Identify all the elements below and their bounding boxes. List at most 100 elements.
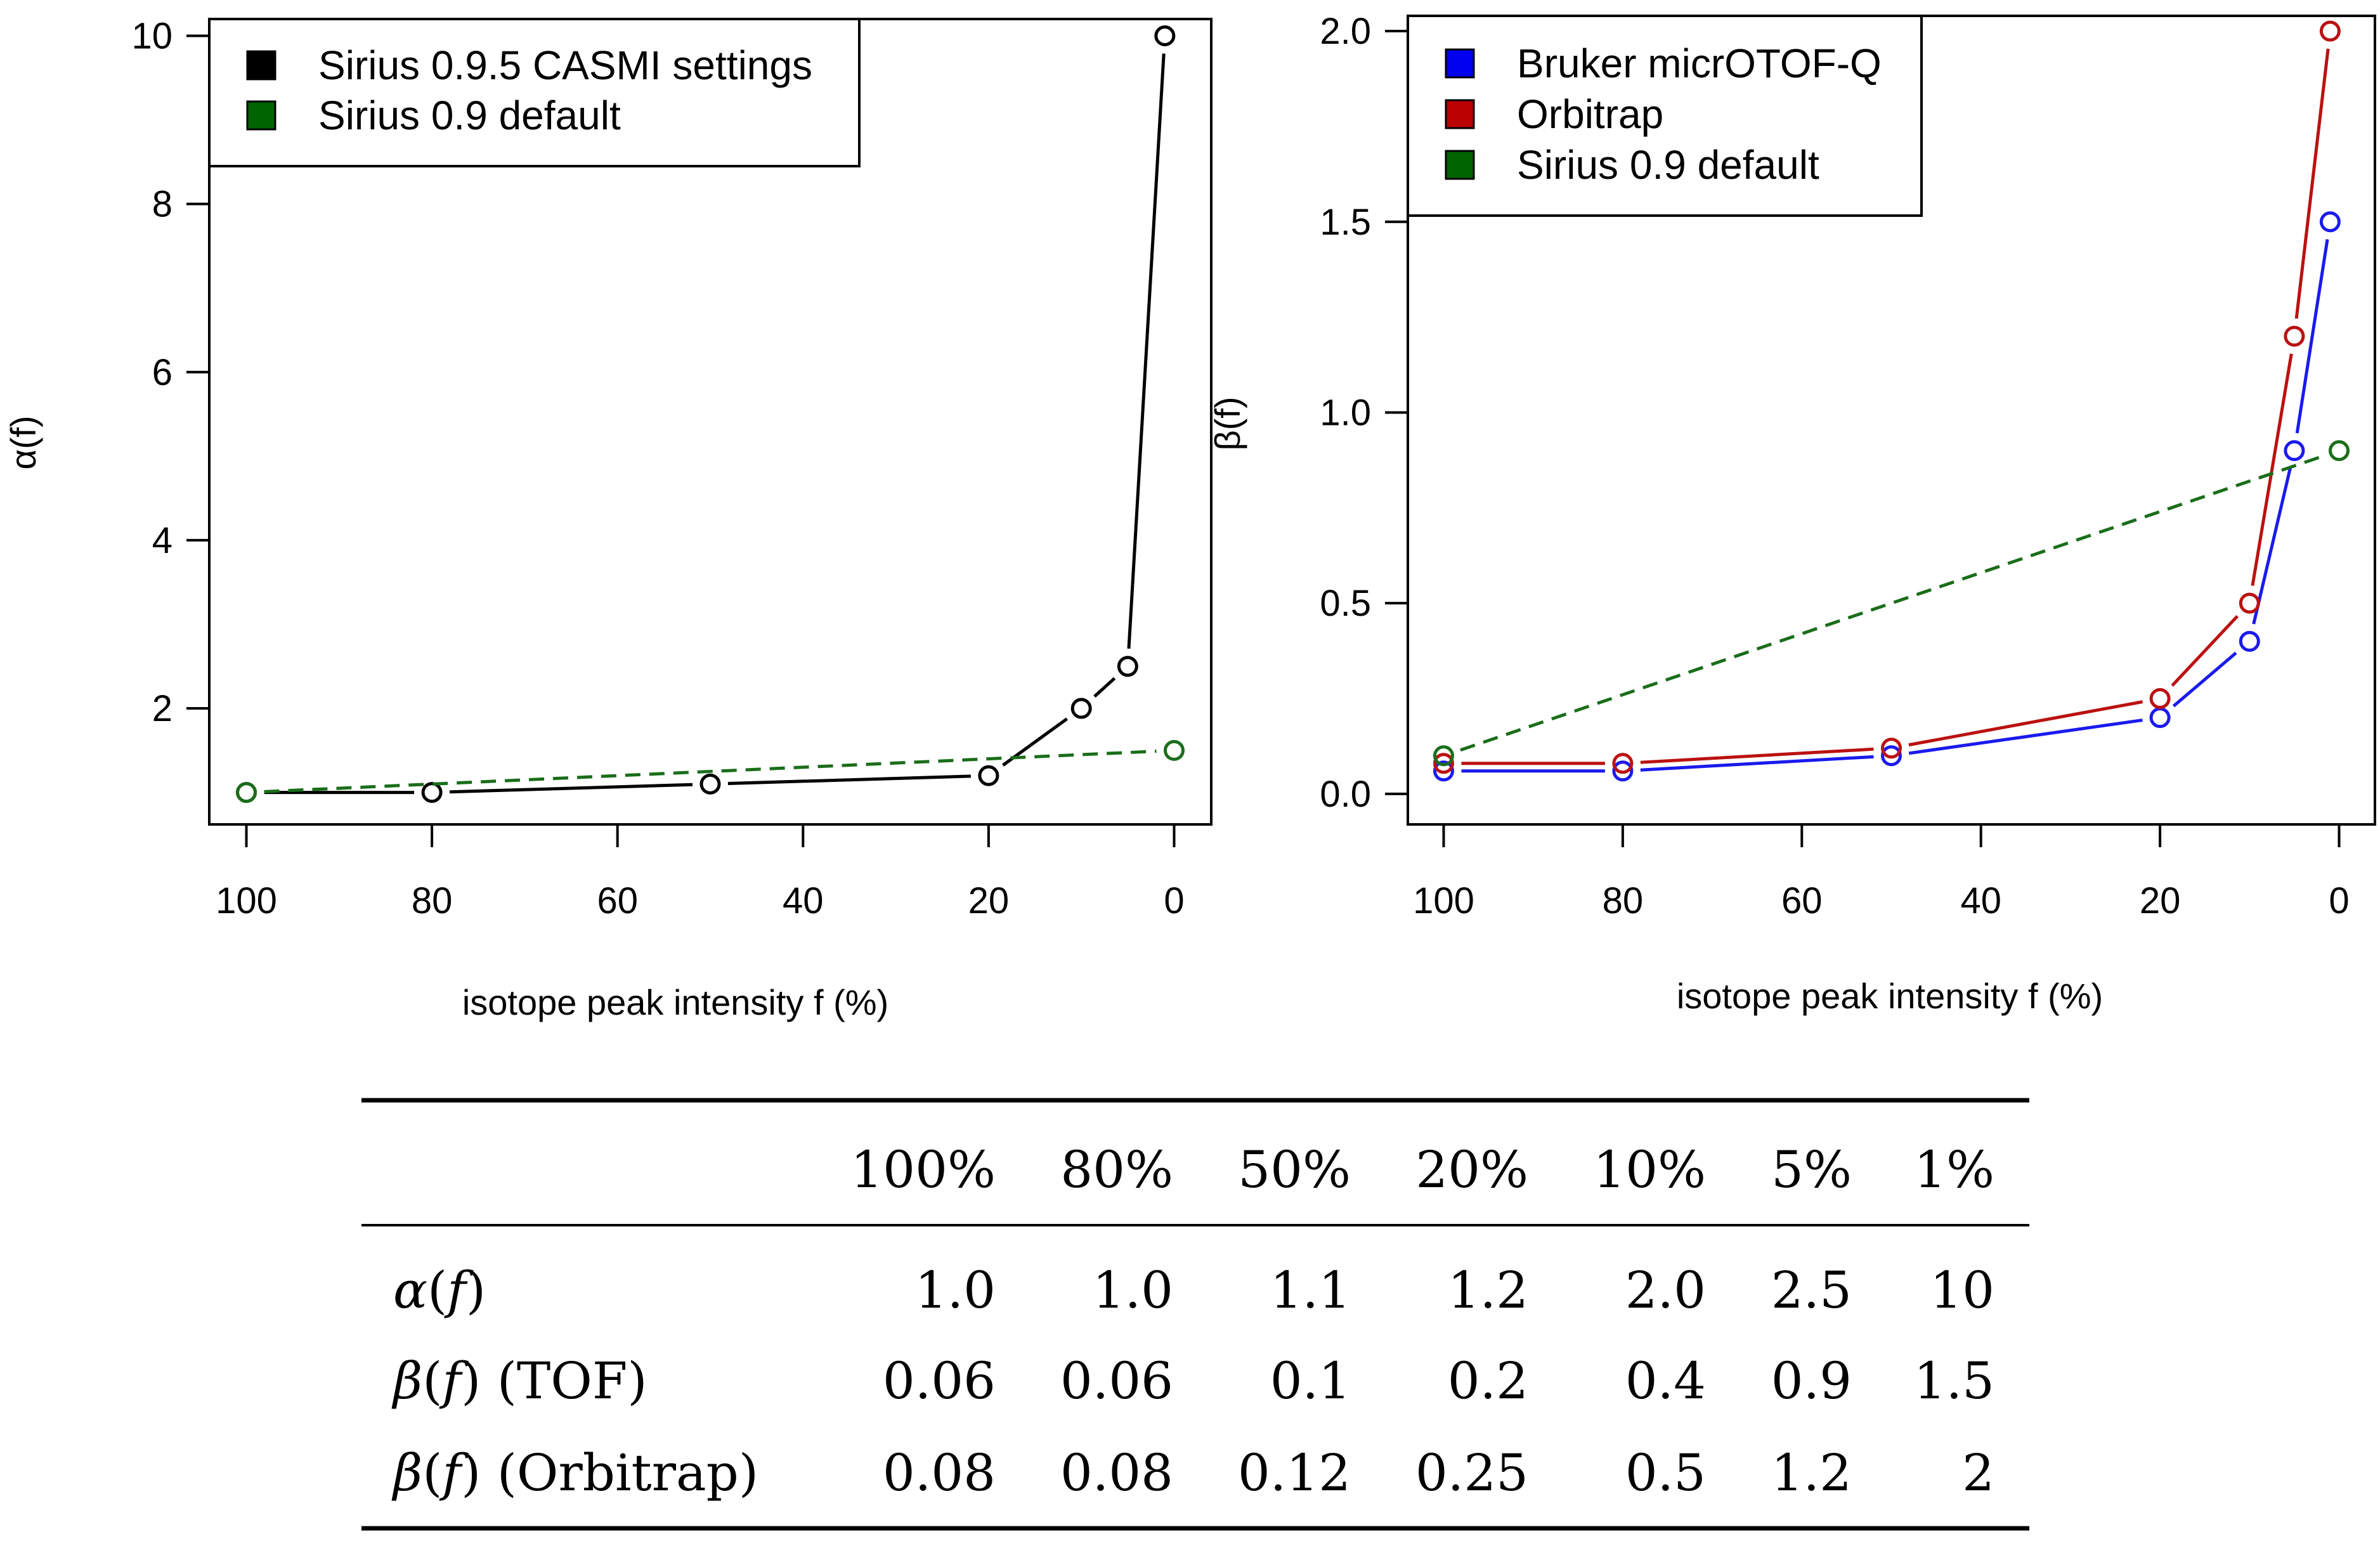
x-tick-label: 80 xyxy=(1603,880,1644,921)
table-header-cell: 10% xyxy=(1593,1140,1706,1199)
table-cell: 0.4 xyxy=(1625,1351,1706,1410)
x-axis-title: isotope peak intensity f (%) xyxy=(1677,976,2103,1016)
series-orbitrap xyxy=(1433,20,2341,774)
x-tick-label: 40 xyxy=(1960,880,2001,921)
legend-swatch xyxy=(1445,99,1475,129)
series-line-segment xyxy=(2294,48,2330,319)
legend-swatch xyxy=(1445,150,1475,180)
table-cell: 0.5 xyxy=(1625,1443,1706,1502)
series-bruker-microtof-q xyxy=(1433,211,2341,782)
y-tick-label: 4 xyxy=(152,520,172,561)
table-cell: 10 xyxy=(1930,1261,1994,1320)
series-line-segment xyxy=(2172,651,2237,708)
legend-label: Sirius 0.9.5 CASMI settings xyxy=(318,42,812,88)
data-point xyxy=(1117,656,1138,677)
y-axis-title: β(f) xyxy=(1207,396,1247,450)
table-cell: 1.0 xyxy=(915,1261,996,1320)
table-cell: 2.0 xyxy=(1625,1261,1706,1320)
legend-swatch xyxy=(246,100,276,131)
series-line-segment xyxy=(1640,747,1874,764)
series-line-segment xyxy=(450,783,693,794)
series-line-segment xyxy=(2251,353,2293,586)
legend-label: Sirius 0.9 default xyxy=(1517,142,1819,188)
table-cell: 0.12 xyxy=(1238,1443,1351,1502)
table-cell: 1.1 xyxy=(1270,1261,1351,1320)
x-tick-label: 0 xyxy=(1164,880,1184,921)
series-line-segment xyxy=(2252,467,2292,625)
data-point xyxy=(2319,211,2341,233)
data-point xyxy=(1612,760,1634,782)
legend-label: Orbitrap xyxy=(1517,91,1663,137)
table-cell: 1.2 xyxy=(1771,1443,1852,1502)
x-tick-label: 100 xyxy=(1413,880,1474,921)
table-cell: 2 xyxy=(1962,1443,1994,1502)
series-sirius-0-9-5-casmi-settings xyxy=(236,25,1176,803)
series-line-segment xyxy=(1127,53,1166,649)
data-point xyxy=(1154,25,1176,47)
legend-swatch xyxy=(1445,48,1475,79)
table-cell: 0.2 xyxy=(1448,1351,1528,1410)
legend-swatch xyxy=(246,50,276,81)
table-header-cell: 100% xyxy=(850,1140,996,1199)
table-cell: 2.5 xyxy=(1771,1261,1852,1320)
table-header-cell: 50% xyxy=(1238,1140,1351,1199)
data-point xyxy=(1433,745,1454,767)
table-cell: 0.1 xyxy=(1270,1351,1351,1410)
row-label-paren: ( xyxy=(422,1351,442,1410)
row-label-symbol: β xyxy=(391,1351,422,1410)
y-tick-label: 1.0 xyxy=(1320,392,1371,433)
data-point xyxy=(1881,745,1902,767)
data-point xyxy=(2149,707,2171,729)
table-cell: 1.5 xyxy=(1914,1351,1994,1410)
legend-label: Bruker micrOTOF-Q xyxy=(1517,41,1882,86)
legend-box xyxy=(208,18,861,167)
series-line-segment xyxy=(1460,455,2323,752)
x-tick-label: 60 xyxy=(1781,880,1823,921)
alpha-chart: 100 80 60 40 20 0 2 4 6 8 10 α(f) isotope peak inten… xyxy=(3,16,1213,1022)
table-row-label: α(f) xyxy=(393,1261,486,1320)
table-cell: 1.0 xyxy=(1093,1261,1173,1320)
table-header-cell: 20% xyxy=(1415,1140,1528,1199)
y-tick-label: 10 xyxy=(131,16,172,57)
data-point xyxy=(699,773,721,795)
row-label-symbol: α xyxy=(393,1261,427,1320)
x-axis-title: isotope peak intensity f (%) xyxy=(462,982,888,1022)
x-tick-label: 80 xyxy=(412,880,453,921)
y-tick-label: 6 xyxy=(152,352,172,393)
x-tick-label: 20 xyxy=(2140,880,2181,921)
y-axis-title: α(f) xyxy=(3,415,43,469)
table-row-label: β(f) (Orbitrap) xyxy=(391,1443,758,1502)
beta-chart: 100 80 60 40 20 0 0.0 0.5 1.0 1.5 2.0 β(f) isotope p… xyxy=(1207,11,2376,1016)
values-table: 100% 80% 50% 20% 10% 5% 1% α(f) 1.0 1.0 1.1 1.2 2.0 2… xyxy=(361,1098,2029,1531)
row-label-paren: ( xyxy=(422,1443,442,1502)
row-label-rest: ) (TOF) xyxy=(461,1351,647,1410)
x-tick-label: 60 xyxy=(597,880,638,921)
data-point xyxy=(2319,20,2341,42)
data-point xyxy=(236,782,257,803)
table-cell: 0.06 xyxy=(883,1351,996,1410)
y-tick-label: 8 xyxy=(152,184,172,225)
legend: Sirius 0.9.5 CASMI settings Sirius 0.9 de… xyxy=(208,18,861,167)
series-line-segment xyxy=(727,774,971,786)
series-sirius-0-9-default xyxy=(236,739,1185,803)
data-point xyxy=(1881,738,1902,759)
table-cell: 0.25 xyxy=(1415,1443,1528,1502)
series-line-segment xyxy=(2171,614,2239,687)
table-cell: 1.2 xyxy=(1448,1261,1528,1320)
data-point xyxy=(1433,753,1454,774)
table-header-cell: 5% xyxy=(1771,1140,1852,1199)
series-line-segment xyxy=(2295,239,2329,434)
x-tick-label: 100 xyxy=(216,880,277,921)
y-tick-label: 0.0 xyxy=(1320,774,1371,815)
legend: Bruker micrOTOF-Q Orbitrap Sirius 0.9 defa… xyxy=(1407,15,1923,217)
data-point xyxy=(1163,739,1185,761)
x-tick-label: 20 xyxy=(968,880,1010,921)
data-point xyxy=(2149,688,2171,710)
x-tick-label: 0 xyxy=(2329,880,2349,921)
table-cell: 0.08 xyxy=(1060,1443,1173,1502)
table-header-cell: 80% xyxy=(1060,1140,1173,1199)
data-point xyxy=(978,765,999,786)
series-line-segment xyxy=(1640,755,1874,772)
data-point xyxy=(421,782,443,803)
